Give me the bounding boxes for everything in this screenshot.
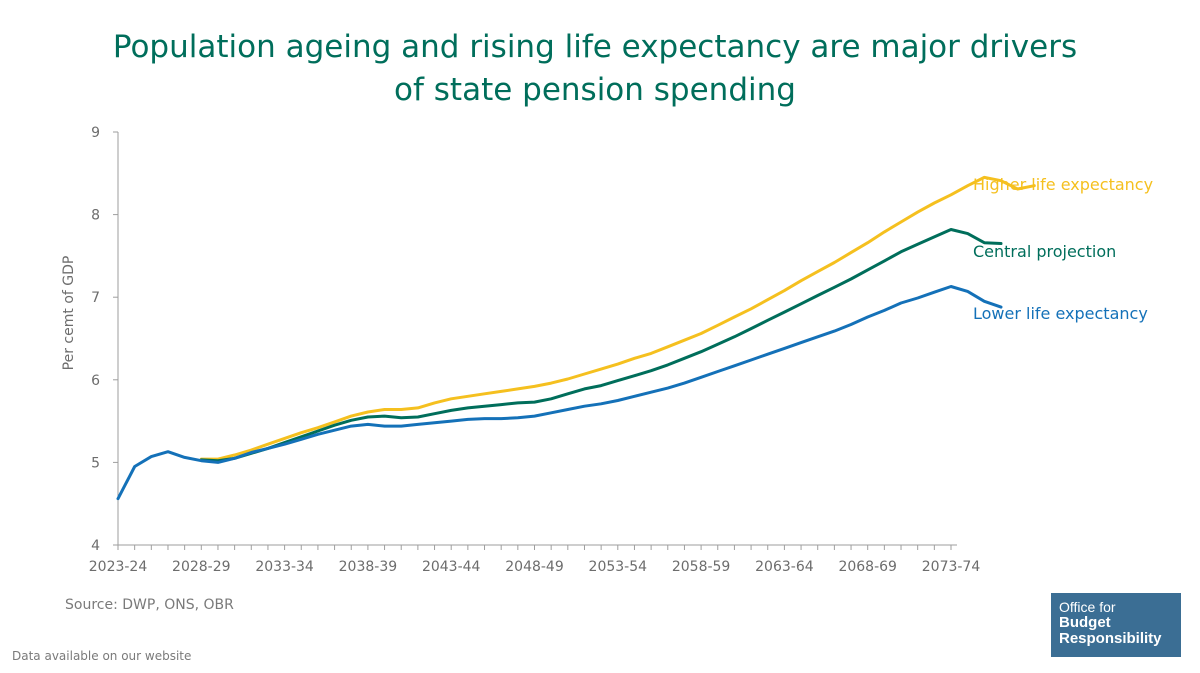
x-tick-label: 2043-44 [422, 559, 481, 575]
x-tick-label: 2033-34 [255, 559, 314, 575]
series-label-higher: Higher life expectancy [973, 175, 1153, 194]
y-tick-label: 7 [91, 290, 100, 306]
chart-title-line-1: Population ageing and rising life expect… [112, 29, 1078, 65]
x-tick-label: 2028-29 [172, 559, 231, 575]
x-tick-label: 2068-69 [838, 559, 897, 575]
chart-title: Population ageing and rising life expect… [0, 26, 1190, 112]
y-tick-label: 8 [91, 208, 100, 224]
x-tick-label: 2053-54 [589, 559, 648, 575]
series-label-central: Central projection [973, 242, 1116, 261]
obr-logo: Office for Budget Responsibility [1051, 593, 1181, 657]
y-tick-label: 5 [91, 455, 100, 471]
chart-title-line-2: of state pension spending [394, 72, 796, 108]
y-tick-label: 4 [91, 538, 100, 554]
logo-line-2: Budget [1059, 614, 1111, 631]
logo-line-1: Office for [1059, 599, 1116, 615]
series-line-central [199, 228, 1003, 463]
y-tick-label: 9 [91, 125, 100, 141]
x-tick-label: 2058-59 [672, 559, 731, 575]
logo-line-3: Responsibility [1059, 630, 1162, 647]
data-availability-link[interactable]: Data available on our website [12, 649, 192, 663]
source-note: Source: DWP, ONS, OBR [65, 597, 234, 613]
y-axis-label: Per cemt of GDP [61, 256, 77, 371]
y-tick-label: 6 [91, 373, 100, 389]
x-tick-label: 2048-49 [505, 559, 564, 575]
x-tick-label: 2063-64 [755, 559, 814, 575]
series-line-lower [116, 285, 1003, 501]
series-label-lower: Lower life expectancy [973, 304, 1148, 323]
series-line-higher [199, 175, 1036, 461]
x-tick-label: 2023-24 [89, 559, 148, 575]
x-tick-label: 2073-74 [922, 559, 981, 575]
x-tick-label: 2038-39 [339, 559, 398, 575]
